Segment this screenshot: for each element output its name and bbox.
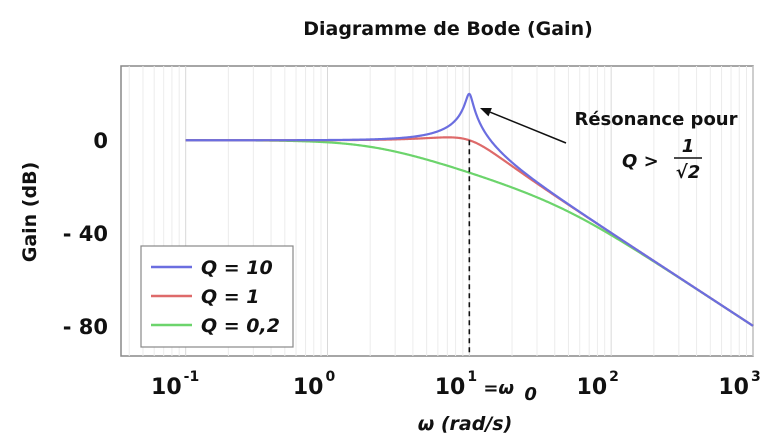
x-tick-label: 10 -1: [151, 369, 199, 400]
x-tick-base: 10: [293, 375, 324, 400]
y-tick-labels: 0 - 40 - 80: [63, 129, 108, 339]
annotation-lhs: Q >: [622, 151, 659, 172]
legend-label: Q = 0,2: [201, 315, 280, 337]
omega0-subscript: 0: [524, 384, 537, 405]
y-tick-label: - 40: [63, 222, 108, 246]
x-tick-exponent: 2: [609, 369, 619, 385]
x-tick-base: 10: [718, 375, 749, 400]
x-tick-label: 10 3: [718, 369, 760, 400]
chart-title: Diagramme de Bode (Gain): [303, 18, 593, 40]
resonance-annotation: Résonance pour Q > 1 √2: [480, 107, 738, 183]
x-tick-label: 10 1: [435, 369, 477, 400]
x-tick-base: 10: [577, 375, 608, 400]
annotation-arrow: [489, 111, 567, 144]
legend-label: Q = 1: [201, 286, 260, 308]
annotation-fraction-denominator: √2: [676, 162, 701, 183]
annotation-arrowhead: [480, 107, 492, 117]
x-tick-exponent: 0: [325, 369, 335, 385]
y-tick-label: 0: [93, 129, 108, 153]
y-tick-label: - 80: [63, 315, 108, 339]
x-tick-base: 10: [435, 375, 466, 400]
series-line-q-10: [185, 92, 754, 327]
x-tick-exponent: -1: [184, 369, 200, 385]
x-tick-exponent: 1: [467, 369, 477, 385]
x-tick-label: 10 0: [293, 369, 336, 400]
x-tick-exponent: 3: [751, 369, 761, 385]
x-tick-label: 10 2: [577, 369, 619, 400]
y-axis-label: Gain (dB): [19, 162, 41, 263]
legend-label: Q = 10: [201, 257, 273, 279]
x-tick-labels: 10 -1 10 0 10 1 10 2 10 3=ω 0: [151, 369, 761, 405]
x-axis-label: ω (rad/s): [418, 413, 513, 435]
omega0-label: =ω: [483, 378, 514, 399]
legend: Q = 10 Q = 1 Q = 0,2: [140, 245, 294, 348]
x-tick-base: 10: [151, 375, 182, 400]
annotation-fraction-numerator: 1: [682, 136, 695, 157]
annotation-line1: Résonance pour: [574, 109, 737, 130]
